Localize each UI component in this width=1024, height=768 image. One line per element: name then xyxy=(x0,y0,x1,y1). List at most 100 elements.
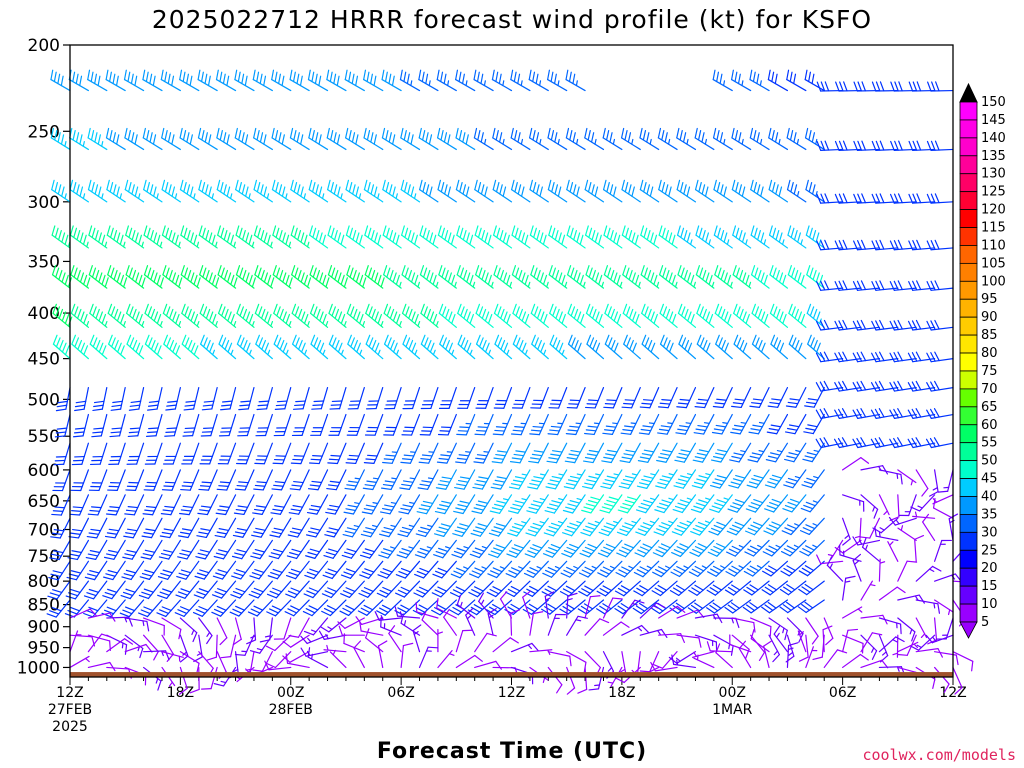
barb-half-feather xyxy=(649,138,652,145)
barb-feather xyxy=(604,429,615,432)
barb-feather xyxy=(676,546,687,552)
barb-feather xyxy=(553,73,557,85)
barb-shaft xyxy=(105,137,126,151)
barb-feather xyxy=(219,130,223,141)
barb-shaft xyxy=(352,494,365,515)
barb-feather xyxy=(316,339,322,350)
barb-feather xyxy=(132,308,137,320)
barb-feather xyxy=(55,408,67,412)
barb-feather xyxy=(156,612,167,618)
barb-feather xyxy=(465,232,470,243)
barb-feather xyxy=(457,504,468,508)
barb-feather xyxy=(401,225,405,236)
wind-barb xyxy=(619,442,641,464)
wind-barb xyxy=(603,386,623,409)
barb-feather xyxy=(678,452,689,456)
barb-feather xyxy=(145,71,149,83)
wind-barb xyxy=(198,617,213,645)
barb-feather xyxy=(183,481,194,484)
barb-feather xyxy=(244,75,248,87)
wind-barb xyxy=(874,526,899,542)
barb-feather xyxy=(397,589,408,595)
barb-feather xyxy=(327,265,333,276)
barb-shaft xyxy=(731,188,752,203)
barb-feather xyxy=(526,569,537,576)
barb-feather xyxy=(652,571,662,578)
barb-feather xyxy=(454,529,465,534)
wind-barb xyxy=(528,442,549,464)
barb-feather xyxy=(259,73,263,85)
barb-feather xyxy=(264,342,270,353)
barb-shaft xyxy=(225,494,237,516)
barb-shaft xyxy=(932,494,954,505)
barb-feather xyxy=(818,274,824,286)
barb-feather xyxy=(639,566,650,572)
wind-barb xyxy=(659,303,678,328)
wind-barb xyxy=(164,413,181,437)
barb-feather xyxy=(570,267,575,278)
barb-shaft xyxy=(186,539,200,560)
barb-feather xyxy=(413,592,424,598)
barb-shaft xyxy=(429,413,439,436)
barb-feather xyxy=(933,408,940,418)
barb-feather xyxy=(621,525,633,530)
wind-barb xyxy=(177,539,200,560)
barb-feather xyxy=(774,132,779,143)
barb-feather xyxy=(607,306,612,317)
barb-feather xyxy=(197,512,208,516)
barb-half-feather xyxy=(141,241,144,248)
barb-feather xyxy=(532,522,543,527)
barb-feather xyxy=(254,484,266,487)
barb-feather xyxy=(893,240,899,250)
wind-barb xyxy=(251,517,273,538)
barb-feather xyxy=(231,555,243,560)
barb-feather xyxy=(411,342,417,353)
barb-feather xyxy=(727,604,737,612)
barb-feather xyxy=(333,230,338,241)
barb-feather xyxy=(505,573,516,579)
barb-shaft xyxy=(934,539,943,562)
wind-barb xyxy=(786,127,807,151)
barb-feather xyxy=(739,339,745,350)
barb-shaft xyxy=(292,343,310,360)
barb-shaft xyxy=(860,580,873,601)
barb-feather xyxy=(651,590,662,597)
barb-feather xyxy=(303,630,315,636)
barb-feather xyxy=(470,532,481,537)
barb-feather xyxy=(58,230,62,241)
barb-half-feather xyxy=(409,477,416,480)
barb-feather xyxy=(784,431,796,435)
barb-feather xyxy=(64,234,69,246)
wind-barb xyxy=(468,560,494,579)
barb-feather xyxy=(640,428,652,432)
barb-half-feather xyxy=(64,193,67,200)
barb-feather xyxy=(355,232,360,243)
barb-feather xyxy=(107,588,118,593)
barb-half-feather xyxy=(193,193,196,200)
wind-barb xyxy=(860,494,879,519)
barb-half-feather xyxy=(465,451,471,453)
barb-feather xyxy=(417,530,429,534)
barb-shaft xyxy=(787,234,807,249)
barb-feather xyxy=(425,230,430,241)
wind-barb xyxy=(815,437,844,449)
wind-barb xyxy=(419,265,439,289)
wind-barb xyxy=(541,599,568,615)
barb-half-feather xyxy=(703,422,710,425)
barb-feather xyxy=(101,234,106,246)
barb-feather xyxy=(584,127,588,139)
barb-feather xyxy=(400,567,412,573)
wind-barb xyxy=(597,539,623,558)
barb-feather xyxy=(199,509,210,512)
barb-shaft xyxy=(646,469,660,489)
wind-barb xyxy=(907,408,936,420)
barb-feather xyxy=(75,73,79,85)
barb-feather xyxy=(551,227,556,239)
barb-shaft xyxy=(749,78,770,92)
barb-feather xyxy=(179,552,190,557)
barb-feather xyxy=(595,342,601,353)
barb-half-feather xyxy=(307,320,310,327)
barb-feather xyxy=(910,506,921,512)
barb-feather xyxy=(389,269,394,281)
barb-feather xyxy=(786,584,796,591)
